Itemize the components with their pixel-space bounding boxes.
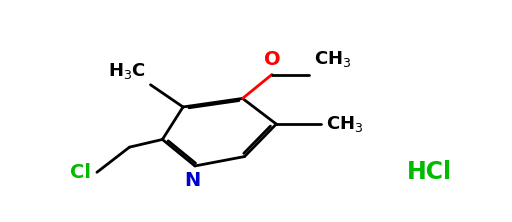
Text: CH$_3$: CH$_3$ <box>314 49 351 69</box>
Text: H$_3$C: H$_3$C <box>108 61 145 81</box>
Text: N: N <box>184 171 200 190</box>
Text: CH$_3$: CH$_3$ <box>326 114 364 134</box>
Text: HCl: HCl <box>407 160 452 184</box>
Text: O: O <box>264 50 280 69</box>
Text: Cl: Cl <box>70 163 91 182</box>
